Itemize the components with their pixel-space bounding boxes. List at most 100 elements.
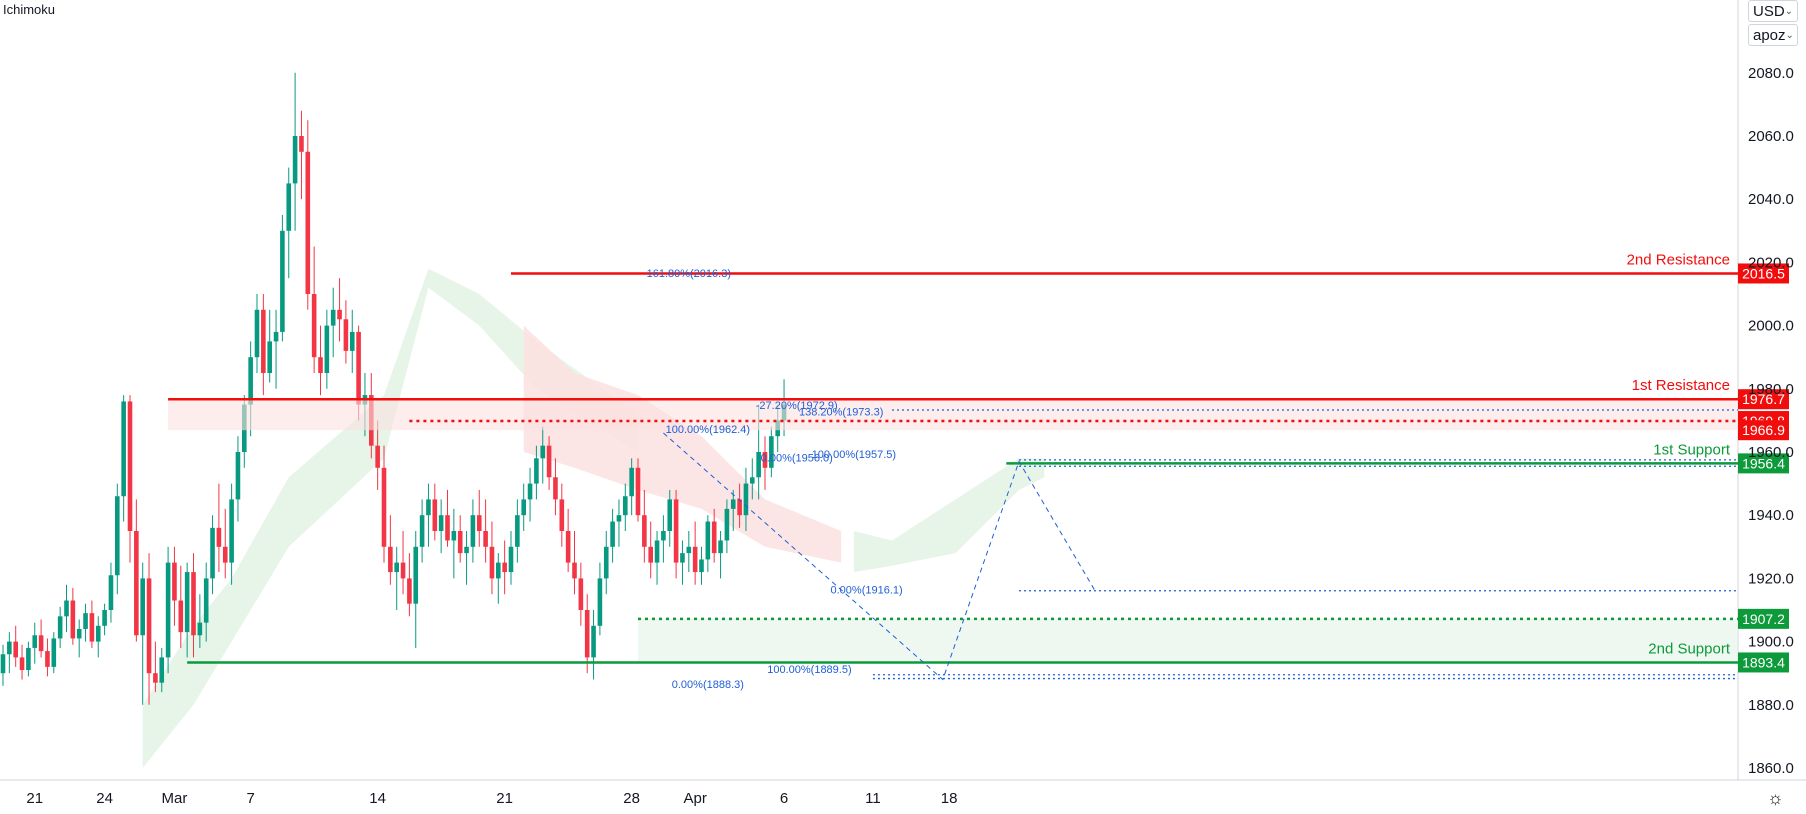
- candle-body: [629, 467, 634, 497]
- x-tick-label: 7: [246, 790, 254, 807]
- candle-body: [121, 401, 126, 497]
- candle-body: [349, 331, 355, 351]
- candle-body: [305, 151, 311, 294]
- y-tick-label: 1900.0: [1748, 634, 1794, 651]
- candle-body: [419, 515, 425, 547]
- candle-body: [184, 572, 190, 633]
- candle-body: [45, 651, 50, 667]
- mode-select[interactable]: apoz ⌄: [1748, 24, 1798, 46]
- fib-label: 161.80%(2016.3): [647, 268, 731, 280]
- candle-body: [343, 319, 349, 351]
- candle-body: [57, 616, 63, 639]
- chevron-down-icon: ⌄: [1784, 5, 1794, 17]
- candle-body: [464, 546, 469, 554]
- price-tag: [1738, 389, 1789, 410]
- candle-body: [635, 467, 641, 516]
- price-tag-text: 1976.7: [1742, 391, 1785, 407]
- y-tick-label: 2000.0: [1748, 318, 1794, 335]
- candle-body: [229, 499, 234, 563]
- candle-body: [426, 499, 431, 516]
- candle-body: [375, 445, 380, 468]
- y-tick-label: 2020.0: [1748, 254, 1794, 271]
- level-label: 1st Support: [1653, 441, 1731, 458]
- candle-body: [508, 546, 514, 573]
- candle-body: [197, 622, 203, 636]
- candle-body: [686, 546, 692, 554]
- candle-body: [527, 483, 533, 500]
- fib-label: -27.20%(1972.9): [756, 400, 838, 412]
- candle-body: [159, 657, 165, 683]
- candle-body: [400, 562, 406, 579]
- candle-body: [140, 578, 145, 636]
- candle-body: [286, 183, 292, 231]
- x-tick-label: 11: [865, 790, 881, 807]
- fib-zigzag: [663, 432, 1096, 681]
- candle-body: [89, 613, 95, 642]
- price-tag: [1738, 453, 1789, 474]
- candle-body: [705, 521, 711, 560]
- candle-body: [210, 527, 215, 579]
- candle-body: [692, 546, 698, 573]
- candle-body: [559, 499, 565, 531]
- candle-body: [699, 559, 704, 573]
- fib-label: 0.00%(1916.1): [831, 585, 903, 597]
- candle-body: [451, 531, 457, 541]
- candle-body: [299, 136, 304, 152]
- candle-body: [26, 647, 31, 671]
- candle-body: [445, 515, 450, 541]
- candle-body: [38, 635, 44, 652]
- level-label: 1st Resistance: [1632, 377, 1730, 394]
- candle-body: [737, 499, 742, 516]
- candle-body: [572, 562, 577, 579]
- level-label: 2nd Support: [1648, 640, 1731, 657]
- x-tick-label: 6: [780, 790, 788, 807]
- price-tag-text: 1966.9: [1742, 422, 1785, 438]
- candle-body: [216, 527, 222, 547]
- candle-body: [51, 638, 57, 667]
- candle-body: [413, 546, 419, 604]
- x-tick-label: Apr: [683, 790, 706, 807]
- candle-body: [750, 477, 755, 484]
- candle-body: [470, 515, 476, 547]
- candle-body: [584, 610, 590, 658]
- candle-body: [267, 341, 272, 373]
- fib-label: 0.00%(1888.3): [672, 679, 744, 691]
- price-tag: [1738, 420, 1789, 441]
- candle-body: [648, 546, 653, 563]
- candle-body: [661, 531, 666, 541]
- candle-body: [127, 401, 133, 531]
- x-tick-label: 21: [496, 790, 513, 807]
- candle-body: [280, 230, 285, 332]
- gear-icon[interactable]: ☼: [1767, 788, 1784, 808]
- y-tick-label: 1880.0: [1748, 697, 1794, 714]
- ichimoku-cloud: [142, 268, 1045, 768]
- candle-body: [756, 452, 761, 478]
- candle-body: [603, 546, 609, 579]
- candle-body: [134, 531, 139, 636]
- candle-body: [521, 499, 526, 516]
- price-tag: [1738, 652, 1789, 673]
- mode-select-value: apoz: [1753, 26, 1786, 44]
- y-tick-label: 2080.0: [1748, 65, 1794, 82]
- level-label: 2nd Resistance: [1627, 251, 1730, 268]
- axes: 1860.0 1880.0 1900.0 1920.0 1940.0 1960.0 1980…: [26, 65, 1793, 807]
- candle-body: [457, 531, 463, 554]
- chevron-down-icon: ⌄: [1785, 29, 1794, 41]
- candle-body: [388, 546, 393, 573]
- support-zone: [638, 618, 1738, 663]
- currency-select[interactable]: USD ⌄: [1748, 0, 1798, 22]
- candle-body: [667, 499, 673, 531]
- candle-body: [654, 540, 660, 563]
- fib-label: 0.00%(1956.0): [761, 452, 833, 464]
- x-tick-label: Mar: [162, 790, 188, 807]
- candle-body: [115, 496, 120, 576]
- candle-body: [254, 309, 260, 358]
- y-tick-label: 2040.0: [1748, 191, 1794, 208]
- candle-body: [108, 575, 114, 610]
- support-resistance-levels: 2nd Resistance 2016.5 1st Resistance 1976.7…: [168, 251, 1789, 673]
- candle-body: [311, 294, 317, 358]
- candle-body: [318, 357, 323, 373]
- fib-label: 138.20%(1973.3): [799, 407, 883, 419]
- candle-body: [578, 578, 584, 610]
